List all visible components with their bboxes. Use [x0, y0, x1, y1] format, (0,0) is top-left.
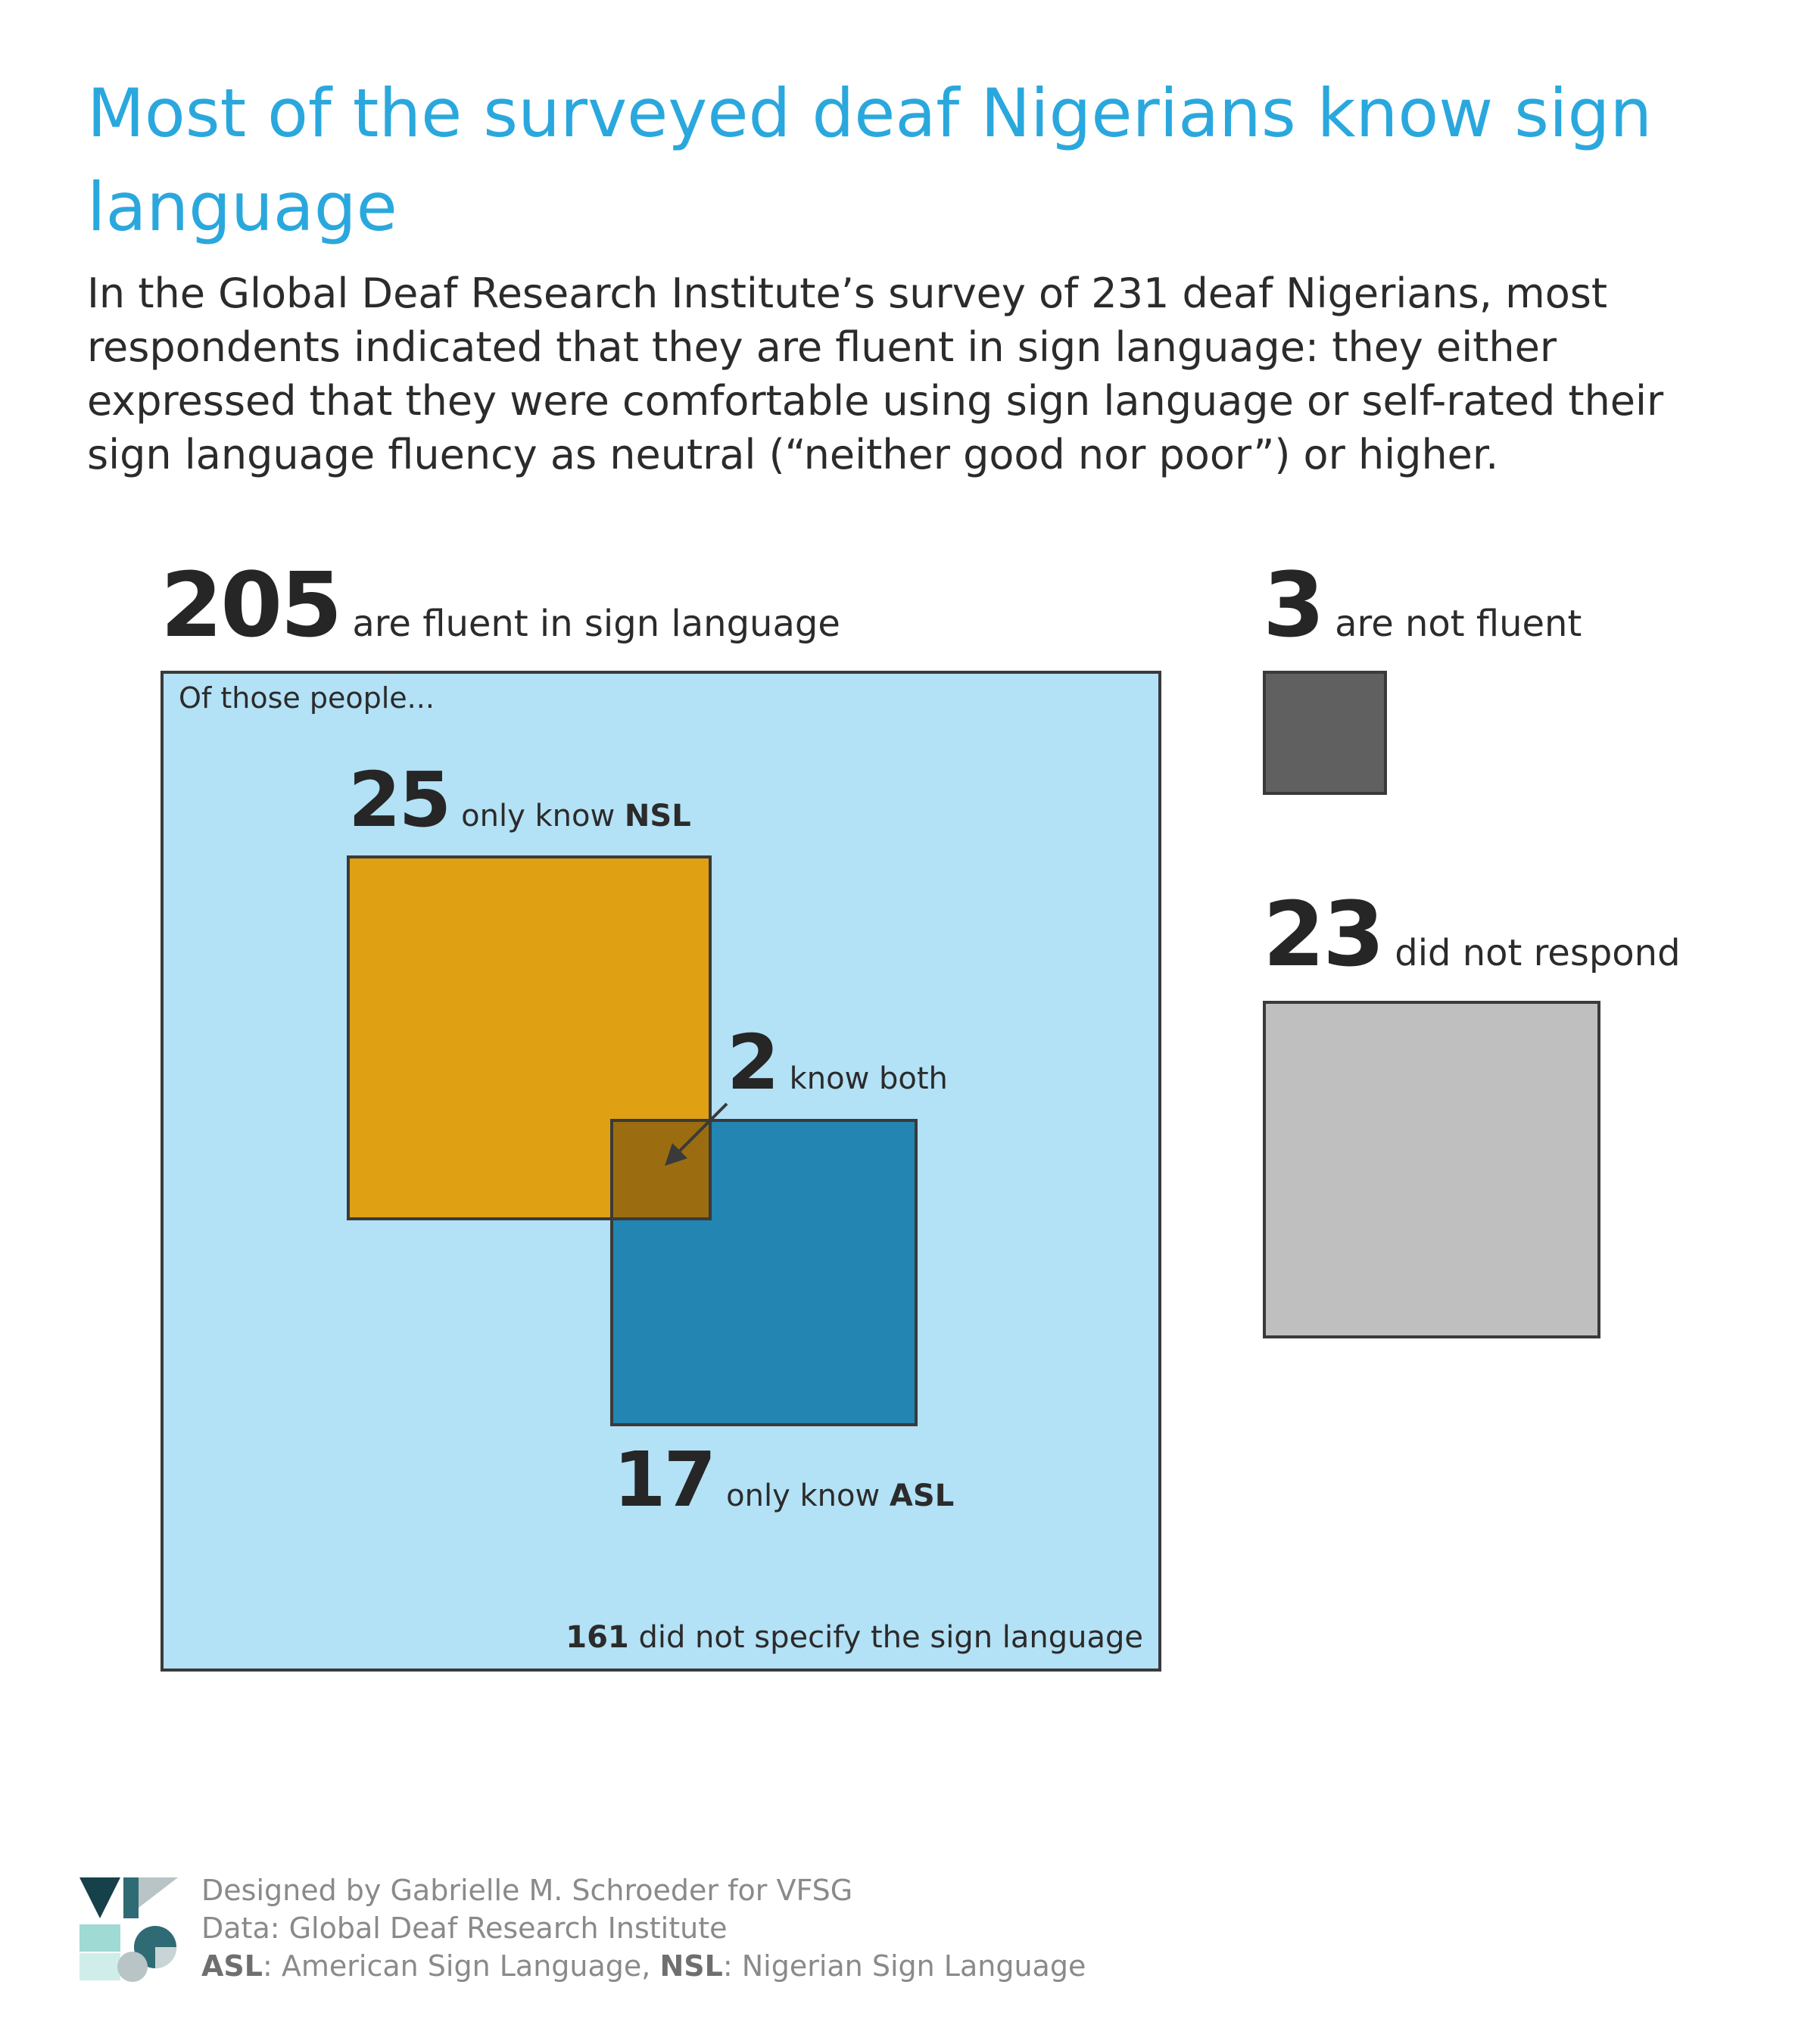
- no-response-count: 23: [1263, 882, 1385, 986]
- logo-bar: [123, 1877, 139, 1918]
- unspecified-text: did not specify the sign language: [628, 1620, 1143, 1655]
- footer-asl-def: : American Sign Language,: [263, 1949, 660, 1983]
- asl-count: 17: [613, 1435, 716, 1524]
- fluent-label: 205 are fluent in sign language: [161, 553, 840, 657]
- logo-circle-pale: [117, 1952, 148, 1982]
- unspecified-count: 161: [566, 1620, 629, 1655]
- arrow-head: [665, 1143, 687, 1166]
- unspecified-label: 161 did not specify the sign language: [235, 1620, 1143, 1655]
- footer-designer: Designed by Gabrielle M. Schroeder for V…: [201, 1874, 853, 1907]
- both-text: know both: [789, 1061, 948, 1096]
- nsl-text: only know: [461, 799, 625, 833]
- no-response-square: [1263, 1001, 1600, 1338]
- logo-block-pale: [79, 1953, 120, 1980]
- both-arrow: [665, 1102, 728, 1166]
- not-fluent-count: 3: [1263, 553, 1325, 657]
- logo-block-teal: [79, 1924, 120, 1952]
- footer-asl-abbr: ASL: [201, 1949, 263, 1983]
- no-response-label: 23 did not respond: [1263, 882, 1681, 986]
- of-those-label: Of those people...: [179, 681, 435, 715]
- page-subtitle: In the Global Deaf Research Institute’s …: [87, 270, 1664, 478]
- not-fluent-text: are not fluent: [1335, 603, 1582, 645]
- arrow-shaft: [675, 1102, 728, 1155]
- asl-label: 17 only know ASL: [613, 1435, 954, 1524]
- footer-nsl-def: : Nigerian Sign Language: [722, 1949, 1086, 1983]
- footer-source: Data: Global Deaf Research Institute: [201, 1912, 728, 1945]
- vfsg-logo: [79, 1877, 178, 1982]
- nsl-label: 25 only know NSL: [348, 756, 691, 844]
- both-count: 2: [727, 1018, 780, 1107]
- fluent-count: 205: [161, 553, 342, 657]
- no-response-text: did not respond: [1395, 932, 1681, 974]
- footer: Designed by Gabrielle M. Schroeder for V…: [201, 1871, 1086, 1985]
- nsl-abbr: NSL: [624, 799, 691, 833]
- both-label: 2 know both: [727, 1018, 948, 1107]
- logo-triangle-light: [139, 1877, 178, 1908]
- not-fluent-label: 3 are not fluent: [1263, 553, 1582, 657]
- fluent-text: are fluent in sign language: [352, 603, 840, 645]
- footer-abbreviations: ASL: American Sign Language, NSL: Nigeri…: [201, 1947, 1086, 1985]
- logo-circle-light: [155, 1947, 176, 1968]
- footer-nsl-abbr: NSL: [659, 1949, 723, 1983]
- page-title: Most of the surveyed deaf Nigerians know…: [87, 74, 1653, 246]
- asl-abbr: ASL: [889, 1478, 955, 1513]
- not-fluent-square: [1263, 671, 1387, 795]
- asl-text: only know: [726, 1478, 890, 1513]
- nsl-count: 25: [348, 756, 451, 844]
- logo-triangle-dark: [79, 1877, 120, 1918]
